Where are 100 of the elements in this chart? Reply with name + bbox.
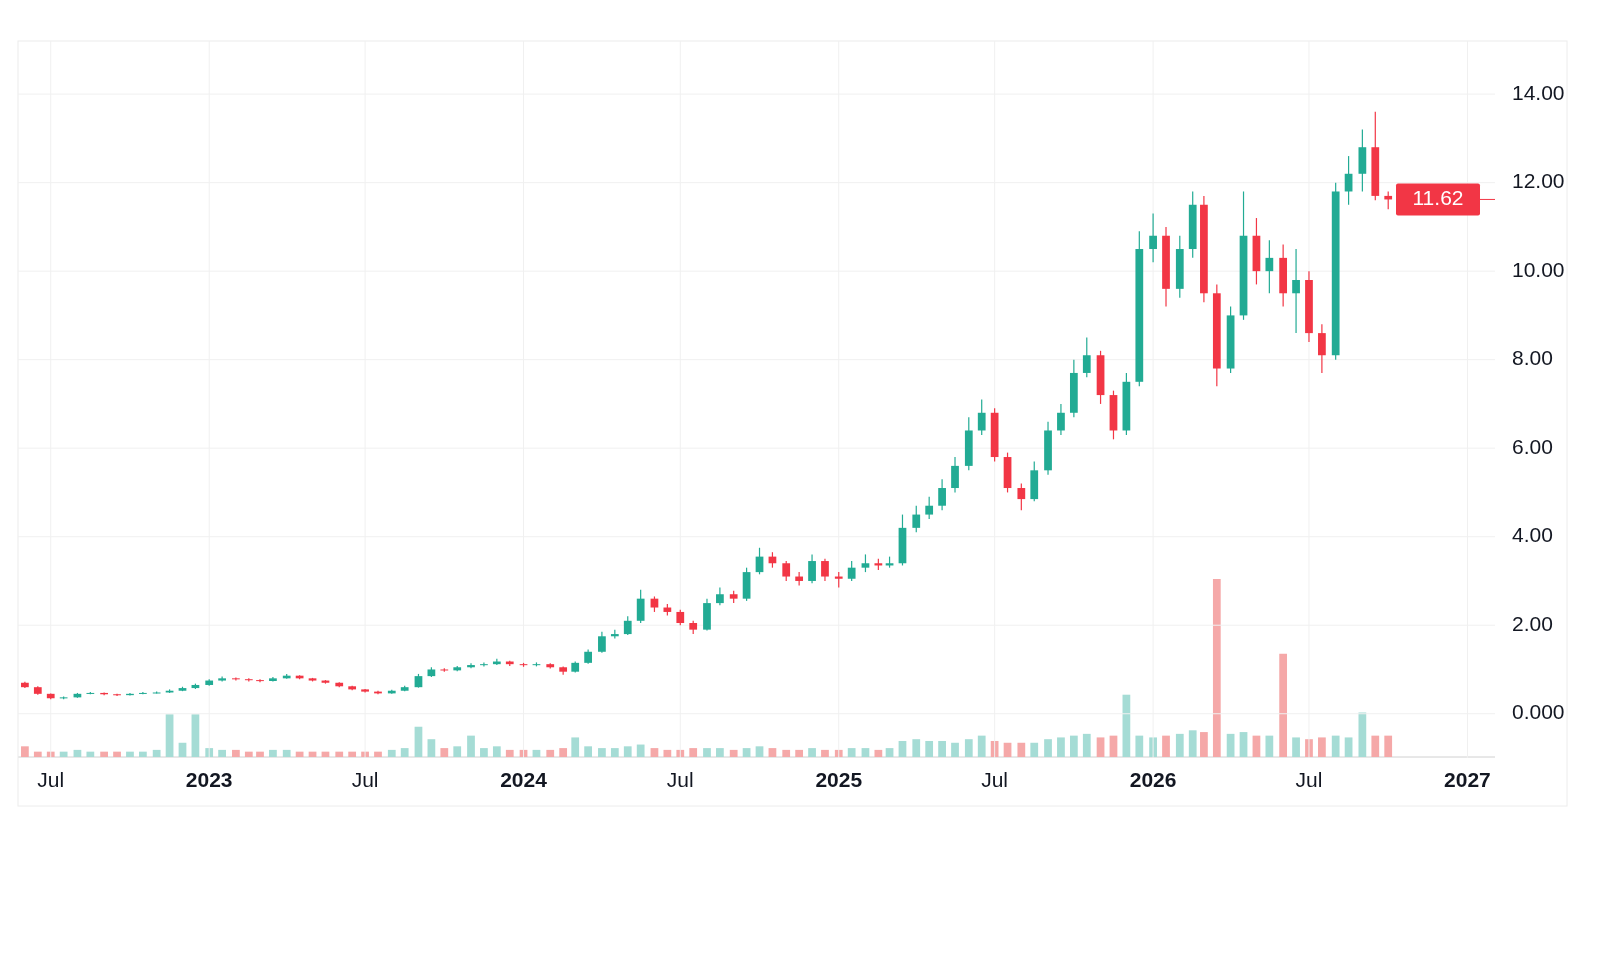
bar — [768, 748, 777, 757]
bar — [282, 749, 291, 757]
bar — [269, 749, 277, 757]
ref-line-label: 11.62 — [1412, 186, 1464, 209]
bar — [782, 749, 791, 757]
bar — [335, 751, 344, 757]
bar — [977, 735, 986, 757]
bar — [742, 748, 751, 757]
y-tick-label: 14.00 — [1512, 80, 1565, 104]
candlestick — [782, 560, 791, 582]
bar — [1096, 737, 1105, 757]
bar — [729, 749, 738, 757]
bar — [1044, 739, 1052, 757]
bar — [990, 740, 999, 757]
bar — [1226, 733, 1235, 757]
bar — [623, 746, 632, 757]
bar — [1318, 737, 1326, 757]
bar — [139, 751, 147, 757]
bar — [571, 737, 580, 757]
bar — [1069, 735, 1078, 757]
candlestick — [1149, 213, 1157, 263]
bar — [951, 742, 959, 757]
bar — [427, 739, 436, 757]
y-tick-label: 2.00 — [1512, 611, 1553, 635]
candlestick — [1292, 248, 1300, 334]
bar — [559, 748, 568, 757]
candlestick — [938, 478, 946, 511]
bar — [165, 714, 174, 757]
bar — [453, 746, 462, 757]
bar — [1384, 735, 1393, 757]
candlestick — [847, 560, 856, 582]
candlestick — [598, 631, 606, 654]
candlestick — [480, 661, 488, 667]
bar — [925, 740, 934, 757]
candlestick — [925, 496, 934, 520]
candlestick — [951, 456, 959, 494]
x-tick-label: Jul — [37, 767, 65, 791]
bar — [21, 746, 29, 757]
candlestick — [977, 398, 986, 436]
bar — [716, 748, 724, 757]
candlestick — [808, 553, 816, 584]
bar — [584, 746, 593, 757]
candlestick — [1057, 403, 1065, 436]
candlestick — [232, 676, 240, 682]
bar — [755, 746, 764, 757]
bar — [1358, 712, 1367, 757]
candlestick — [256, 678, 264, 683]
bar — [1162, 735, 1170, 757]
candlestick — [821, 558, 829, 582]
bar — [663, 749, 672, 757]
bar — [598, 748, 606, 757]
bar — [1265, 735, 1274, 757]
bar — [1135, 735, 1144, 757]
bar — [1017, 742, 1026, 757]
bar — [218, 749, 226, 757]
bar — [191, 714, 200, 757]
bar — [912, 739, 921, 757]
bar — [964, 739, 973, 757]
bar — [244, 751, 253, 757]
x-tick-label: Jul — [1295, 767, 1323, 791]
bar — [59, 751, 68, 757]
bar — [33, 751, 42, 757]
candlestick — [1265, 239, 1274, 294]
bar — [1292, 737, 1300, 757]
x-tick-label: 2025 — [815, 767, 863, 791]
bar — [703, 748, 711, 757]
bar — [1279, 653, 1288, 757]
x-tick-label: Jul — [666, 767, 694, 791]
bar — [1212, 579, 1221, 757]
candlestick — [467, 662, 475, 669]
x-tick-label: 2023 — [185, 767, 233, 791]
x-tick-label: Jul — [351, 767, 379, 791]
x-tick-label: Jul — [981, 767, 1009, 791]
bar — [505, 749, 514, 757]
bar — [1331, 735, 1340, 757]
candlestick — [636, 589, 645, 624]
bar — [861, 748, 870, 757]
bar — [387, 749, 396, 757]
bar — [610, 748, 619, 757]
bar — [1371, 735, 1380, 757]
bar — [1057, 737, 1065, 757]
bar — [348, 751, 357, 757]
bar — [847, 748, 856, 757]
candlestick — [795, 571, 804, 586]
y-tick-label: 8.00 — [1512, 346, 1553, 370]
y-tick-label: 10.00 — [1512, 257, 1565, 281]
bar — [440, 748, 449, 757]
x-tick-label: 2024 — [500, 767, 548, 791]
bar — [938, 740, 946, 757]
bar — [874, 749, 883, 757]
bar — [1175, 733, 1184, 757]
y-tick-label: 6.00 — [1512, 434, 1553, 458]
bar — [1188, 730, 1197, 757]
candlestick — [912, 505, 921, 533]
bar — [100, 751, 108, 757]
bar — [885, 748, 894, 757]
bar — [650, 748, 659, 757]
bar — [689, 748, 698, 757]
bar — [480, 748, 488, 757]
bar — [492, 746, 501, 757]
